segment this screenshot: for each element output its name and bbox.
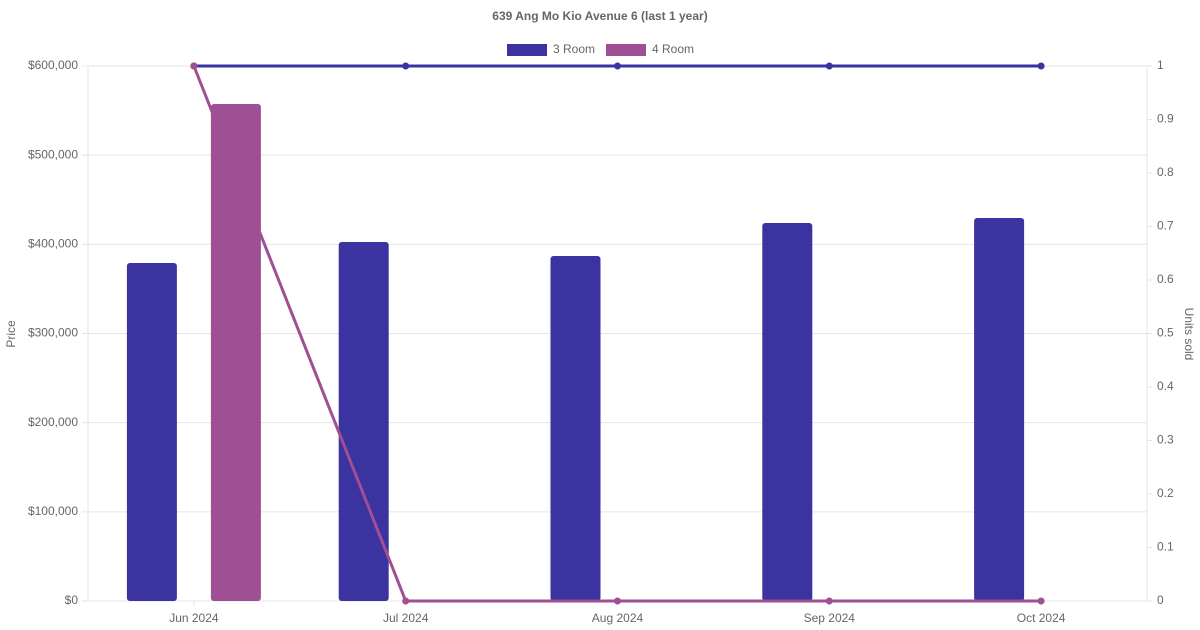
bar (210, 103, 261, 602)
line-point (825, 62, 833, 70)
y2-tick-label: 0.7 (1157, 219, 1174, 233)
bar (974, 218, 1025, 601)
y2-tick-label: 0.9 (1157, 112, 1174, 126)
x-tick-label: Aug 2024 (592, 611, 644, 625)
legend-swatch (606, 44, 646, 56)
legend-label: 3 Room (553, 42, 595, 56)
line-point (402, 62, 410, 70)
line-point (614, 62, 621, 70)
y-tick-label: $200,000 (28, 415, 78, 429)
x-tick-label: Jul 2024 (383, 611, 429, 625)
y2-axis-title: Units sold (1182, 308, 1196, 361)
legend-label: 4 Room (652, 42, 694, 56)
y-tick-label: $0 (65, 593, 79, 607)
line-point (402, 597, 410, 605)
y2-tick-label: 0.6 (1157, 272, 1174, 286)
bar (338, 242, 389, 601)
y2-tick-label: 0.8 (1157, 165, 1174, 179)
x-tick-label: Jun 2024 (169, 611, 219, 625)
line-point (1037, 62, 1045, 70)
y2-tick-label: 0.5 (1157, 326, 1174, 340)
y2-tick-label: 1 (1157, 58, 1164, 72)
y2-tick-label: 0.4 (1157, 379, 1174, 393)
line-point (614, 597, 621, 605)
line-point (190, 62, 198, 70)
y-tick-label: $400,000 (28, 237, 78, 251)
bar (126, 263, 177, 601)
y-axis-title: Price (4, 320, 18, 348)
legend-swatch (507, 44, 547, 56)
y2-tick-label: 0.2 (1157, 486, 1174, 500)
y-tick-label: $300,000 (28, 326, 78, 340)
chart-title: 639 Ang Mo Kio Avenue 6 (last 1 year) (492, 9, 707, 23)
y2-tick-label: 0 (1157, 593, 1164, 607)
y2-tick-label: 0.3 (1157, 433, 1174, 447)
bar (550, 256, 601, 601)
line-point (1037, 597, 1045, 605)
y-tick-label: $500,000 (28, 147, 78, 161)
line-point (825, 597, 833, 605)
x-tick-label: Oct 2024 (1017, 611, 1066, 625)
bar (762, 223, 813, 601)
x-tick-label: Sep 2024 (804, 611, 856, 625)
y2-tick-label: 0.1 (1157, 540, 1174, 554)
y-tick-label: $600,000 (28, 58, 78, 72)
y-tick-label: $100,000 (28, 504, 78, 518)
